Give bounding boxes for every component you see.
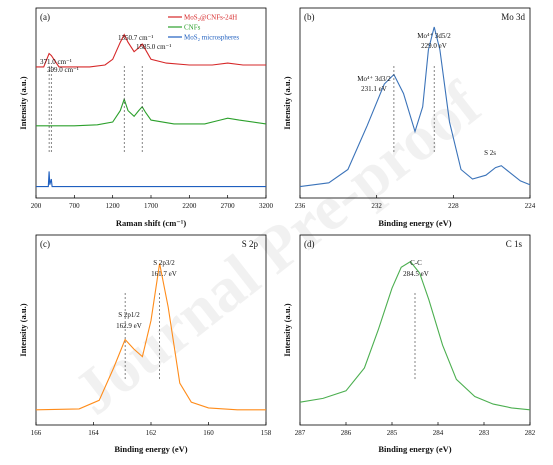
panel-label-c: (c) [40, 239, 50, 249]
series-line-a-2 [36, 171, 266, 188]
x-tick-label-c-1: 164 [88, 429, 99, 437]
x-tick-label-d-5: 282 [525, 429, 536, 437]
annotation-mo-3d32-value: 231.1 eV [361, 85, 387, 93]
x-tick-label-d-4: 283 [479, 429, 490, 437]
annotation-s2p12: S 2p1/2 [118, 311, 140, 319]
x-tick-label-d-0: 287 [295, 429, 306, 437]
legend-label-mos2-microspheres: MoS₂ microspheres [184, 34, 239, 42]
series-group-d [299, 260, 531, 411]
legend-label-cnfs: CNFs [184, 24, 201, 32]
x-tick-label-b-2: 228 [448, 202, 459, 210]
annotation-mo-3d52: Mo⁴⁺ 3d5/2 [417, 32, 451, 40]
panel-a: 200 700 1200 1700 2200 2700 3200 (a) MoS₂@CNFs… [18, 7, 274, 228]
series-group-b [299, 26, 531, 188]
annotation-1350: 1350.7 cm⁻¹ [118, 34, 153, 42]
legend-label-mos2-cnfs: MoS₂@CNFs-24H [184, 14, 237, 22]
x-tick-label-b-3: 224 [525, 202, 536, 210]
y-axis-title-d: Intensity (a.u.) [282, 303, 292, 356]
x-axis-title-b: Binding energy (eV) [378, 218, 451, 228]
x-tick-label-c-2: 162 [146, 429, 157, 437]
annotation-mo-3d32: Mo⁴⁺ 3d3/2 [357, 75, 391, 83]
annotation-s2p12-value: 162.9 eV [116, 322, 142, 330]
x-axis-title-c: Binding energy (eV) [114, 444, 187, 454]
annotation-cc: C-C [410, 259, 422, 267]
annotation-1585: 1585.0 cm⁻¹ [136, 43, 171, 51]
x-tick-label-a-0: 200 [31, 202, 42, 210]
x-tick-label-a-2: 1200 [106, 202, 121, 210]
annotation-s2s: S 2s [484, 149, 496, 157]
panel-label-a: (a) [40, 12, 50, 22]
series-group-c [35, 263, 266, 411]
annotation-399: 399.0 cm⁻¹ [47, 66, 79, 74]
panel-label-b: (b) [304, 12, 315, 22]
series-group-a [36, 33, 267, 188]
annotation-s2p32: S 2p3/2 [153, 259, 175, 267]
panel-title-b: Mo 3d [501, 12, 525, 22]
panel-label-d: (d) [304, 239, 315, 249]
series-line-b-0 [299, 26, 531, 188]
panel-d: 287 286 285 284 283 282 (d) C 1s C-C 284.5 eV… [282, 234, 536, 454]
x-tick-label-a-6: 3200 [259, 202, 274, 210]
ticks-d: 287 286 285 284 283 282 [295, 422, 536, 437]
x-tick-label-a-4: 2200 [182, 202, 197, 210]
panel-title-d: C 1s [506, 239, 523, 249]
x-axis-title-d: Binding energy (eV) [378, 444, 451, 454]
panel-c: 166 164 162 160 158 (c) S 2p S 2p1/2 162.9 e… [18, 234, 272, 454]
series-line-a-0 [36, 33, 266, 68]
plot-frame-b [299, 7, 531, 199]
x-tick-label-d-3: 284 [433, 429, 444, 437]
x-tick-label-d-2: 285 [387, 429, 398, 437]
x-tick-label-b-1: 232 [371, 202, 382, 210]
annotation-cc-value: 284.5 eV [403, 270, 429, 278]
x-tick-label-c-3: 160 [203, 429, 214, 437]
plot-frame-d [299, 234, 531, 426]
annotation-s2p32-value: 161.7 eV [151, 270, 177, 278]
series-line-a-1 [36, 97, 267, 127]
annotation-371: 371.0 cm⁻¹ [40, 58, 72, 66]
series-line-d-0 [299, 260, 531, 411]
x-tick-label-b-0: 236 [295, 202, 306, 210]
x-tick-label-c-0: 166 [31, 429, 42, 437]
y-axis-title-b: Intensity (a.u.) [282, 76, 292, 129]
x-tick-label-a-3: 1700 [144, 202, 159, 210]
x-tick-label-a-1: 700 [69, 202, 80, 210]
legend-a: MoS₂@CNFs-24H CNFs MoS₂ microspheres [168, 14, 239, 42]
ticks-b: 236 232 228 224 [295, 195, 536, 210]
annotation-mo-3d52-value: 229.0 eV [421, 42, 447, 50]
ticks-c: 166 164 162 160 158 [31, 422, 272, 437]
ticks-a: 200 700 1200 1700 2200 2700 3200 [31, 195, 274, 210]
y-axis-title-c: Intensity (a.u.) [18, 303, 28, 356]
x-tick-label-c-4: 158 [261, 429, 272, 437]
panel-b: 236 232 228 224 (b) Mo 3d Mo⁴⁺ 3d3/2 231.1 … [282, 7, 536, 228]
panel-title-c: S 2p [242, 239, 259, 249]
x-axis-title-a: Raman shift (cm⁻¹) [116, 218, 186, 228]
x-tick-label-a-5: 2700 [221, 202, 236, 210]
series-line-c-0 [35, 263, 266, 411]
y-axis-title-a: Intensity (a.u.) [18, 76, 28, 129]
x-tick-label-d-1: 286 [341, 429, 352, 437]
